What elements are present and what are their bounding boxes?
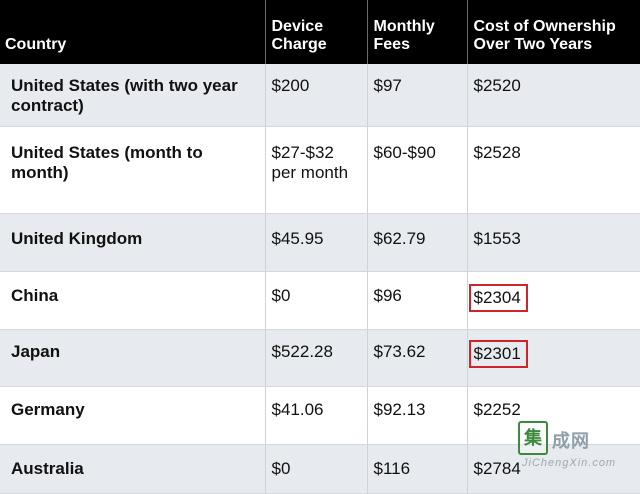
device-charge-cell: $0 — [265, 444, 368, 494]
cost-cell: $2528 — [467, 126, 640, 214]
device-charge-cell: $0 — [265, 271, 368, 330]
cost-cell: $2304 — [467, 271, 640, 330]
header-cost-of-ownership: Cost of Ownership Over Two Years — [467, 0, 640, 64]
table-header-row: Country Device Charge Monthly Fees Cost … — [0, 0, 640, 64]
table-row: Japan $522.28 $73.62 $2301 — [0, 329, 640, 387]
table-row: United States (with two year contract) $… — [0, 64, 640, 127]
highlighted-cost: $2301 — [468, 340, 528, 368]
watermark-logo-icon: 集 — [518, 421, 548, 455]
monthly-fees-cell: $62.79 — [367, 213, 468, 272]
country-cell: Japan — [0, 329, 266, 387]
country-cell: United States (month to month) — [0, 126, 266, 214]
country-cell: United Kingdom — [0, 213, 266, 272]
cost-cell: $2520 — [467, 64, 640, 127]
watermark-text: 成网 — [552, 431, 590, 451]
table-row: United Kingdom $45.95 $62.79 $1553 — [0, 213, 640, 272]
device-charge-cell: $522.28 — [265, 329, 368, 387]
country-cell: Australia — [0, 444, 266, 494]
table-row: United States (month to month) $27-$32 p… — [0, 126, 640, 214]
table-row: Germany $41.06 $92.13 $2252 — [0, 386, 640, 445]
device-charge-cell: $45.95 — [265, 213, 368, 272]
cost-cell: $2301 — [467, 329, 640, 387]
cost-cell: $1553 — [467, 213, 640, 272]
country-cell: Germany — [0, 386, 266, 445]
header-monthly-fees: Monthly Fees — [367, 0, 468, 64]
monthly-fees-cell: $116 — [367, 444, 468, 494]
header-country: Country — [0, 0, 266, 64]
monthly-fees-cell: $97 — [367, 64, 468, 127]
country-cell: China — [0, 271, 266, 330]
monthly-fees-cell: $60-$90 — [367, 126, 468, 214]
monthly-fees-cell: $92.13 — [367, 386, 468, 445]
monthly-fees-cell: $73.62 — [367, 329, 468, 387]
site-watermark: 集 成网 JiChengXin.com — [518, 419, 634, 469]
header-device-charge: Device Charge — [265, 0, 368, 64]
table-row: China $0 $96 $2304 — [0, 271, 640, 330]
device-charge-cell: $27-$32 per month — [265, 126, 368, 214]
highlighted-cost: $2304 — [468, 284, 528, 312]
device-charge-cell: $41.06 — [265, 386, 368, 445]
device-charge-cell: $200 — [265, 64, 368, 127]
cost-cell: $2252 — [467, 386, 640, 445]
watermark-url: JiChengXin.com — [522, 457, 617, 469]
country-cell: United States (with two year contract) — [0, 64, 266, 127]
monthly-fees-cell: $96 — [367, 271, 468, 330]
